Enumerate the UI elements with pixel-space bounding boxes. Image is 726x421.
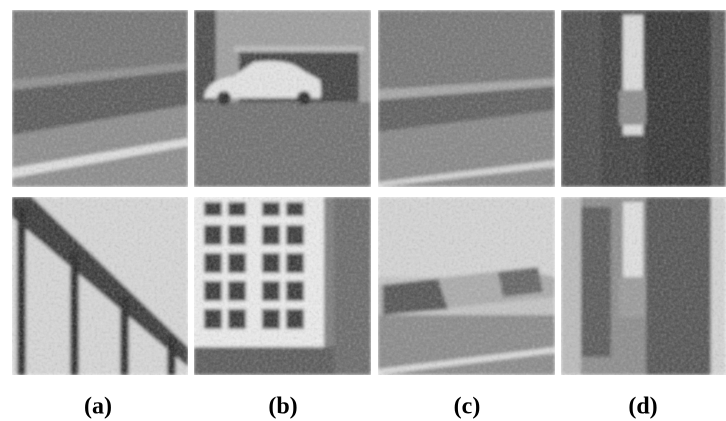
caption: (d) (628, 394, 657, 420)
panel-c-bottom (378, 197, 555, 375)
panel-c-top (378, 10, 555, 187)
panel-d-top (561, 10, 726, 187)
caption: (c) (454, 394, 481, 420)
panel-b-top (194, 10, 371, 187)
caption: (a) (84, 394, 112, 420)
panel-a-top (12, 10, 188, 187)
panel-a-bottom (12, 197, 188, 375)
caption: (b) (268, 394, 297, 420)
panel-d-bottom (561, 197, 726, 375)
panel-b-bottom (194, 197, 371, 375)
